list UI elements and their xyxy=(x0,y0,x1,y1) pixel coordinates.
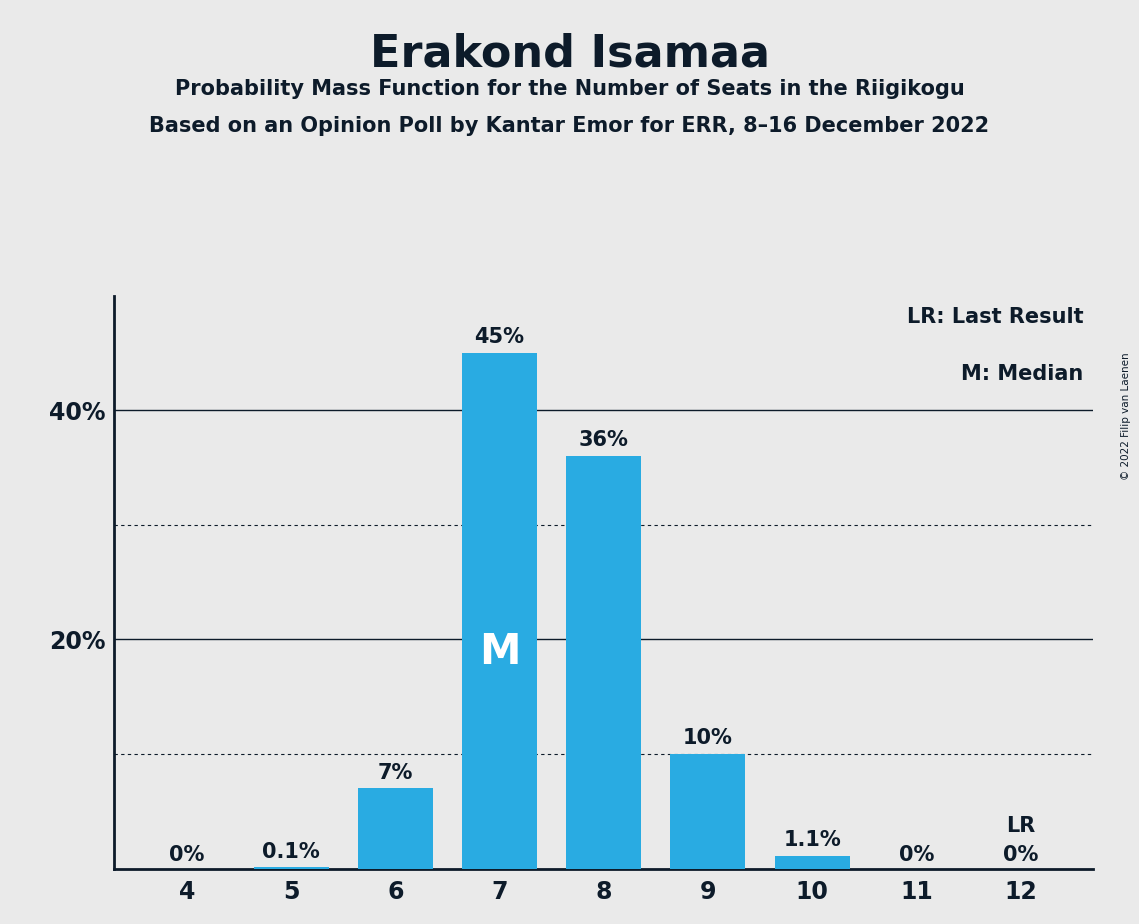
Text: 10%: 10% xyxy=(683,728,732,748)
Bar xyxy=(462,353,536,869)
Bar xyxy=(358,788,433,869)
Text: 7%: 7% xyxy=(377,762,413,783)
Text: LR: LR xyxy=(1006,817,1035,836)
Text: M: M xyxy=(478,631,521,673)
Text: 1.1%: 1.1% xyxy=(784,831,841,850)
Bar xyxy=(671,754,745,869)
Text: Erakond Isamaa: Erakond Isamaa xyxy=(369,32,770,76)
Text: 0%: 0% xyxy=(170,845,205,865)
Text: 0.1%: 0.1% xyxy=(262,842,320,862)
Bar xyxy=(775,856,850,869)
Text: M: Median: M: Median xyxy=(961,364,1083,384)
Text: 45%: 45% xyxy=(475,327,524,347)
Text: LR: Last Result: LR: Last Result xyxy=(907,307,1083,327)
Text: Based on an Opinion Poll by Kantar Emor for ERR, 8–16 December 2022: Based on an Opinion Poll by Kantar Emor … xyxy=(149,116,990,136)
Text: 0%: 0% xyxy=(1002,845,1038,865)
Text: 36%: 36% xyxy=(579,431,629,450)
Text: 0%: 0% xyxy=(899,845,934,865)
Text: © 2022 Filip van Laenen: © 2022 Filip van Laenen xyxy=(1121,352,1131,480)
Text: Probability Mass Function for the Number of Seats in the Riigikogu: Probability Mass Function for the Number… xyxy=(174,79,965,99)
Bar xyxy=(566,456,641,869)
Bar xyxy=(254,868,328,869)
